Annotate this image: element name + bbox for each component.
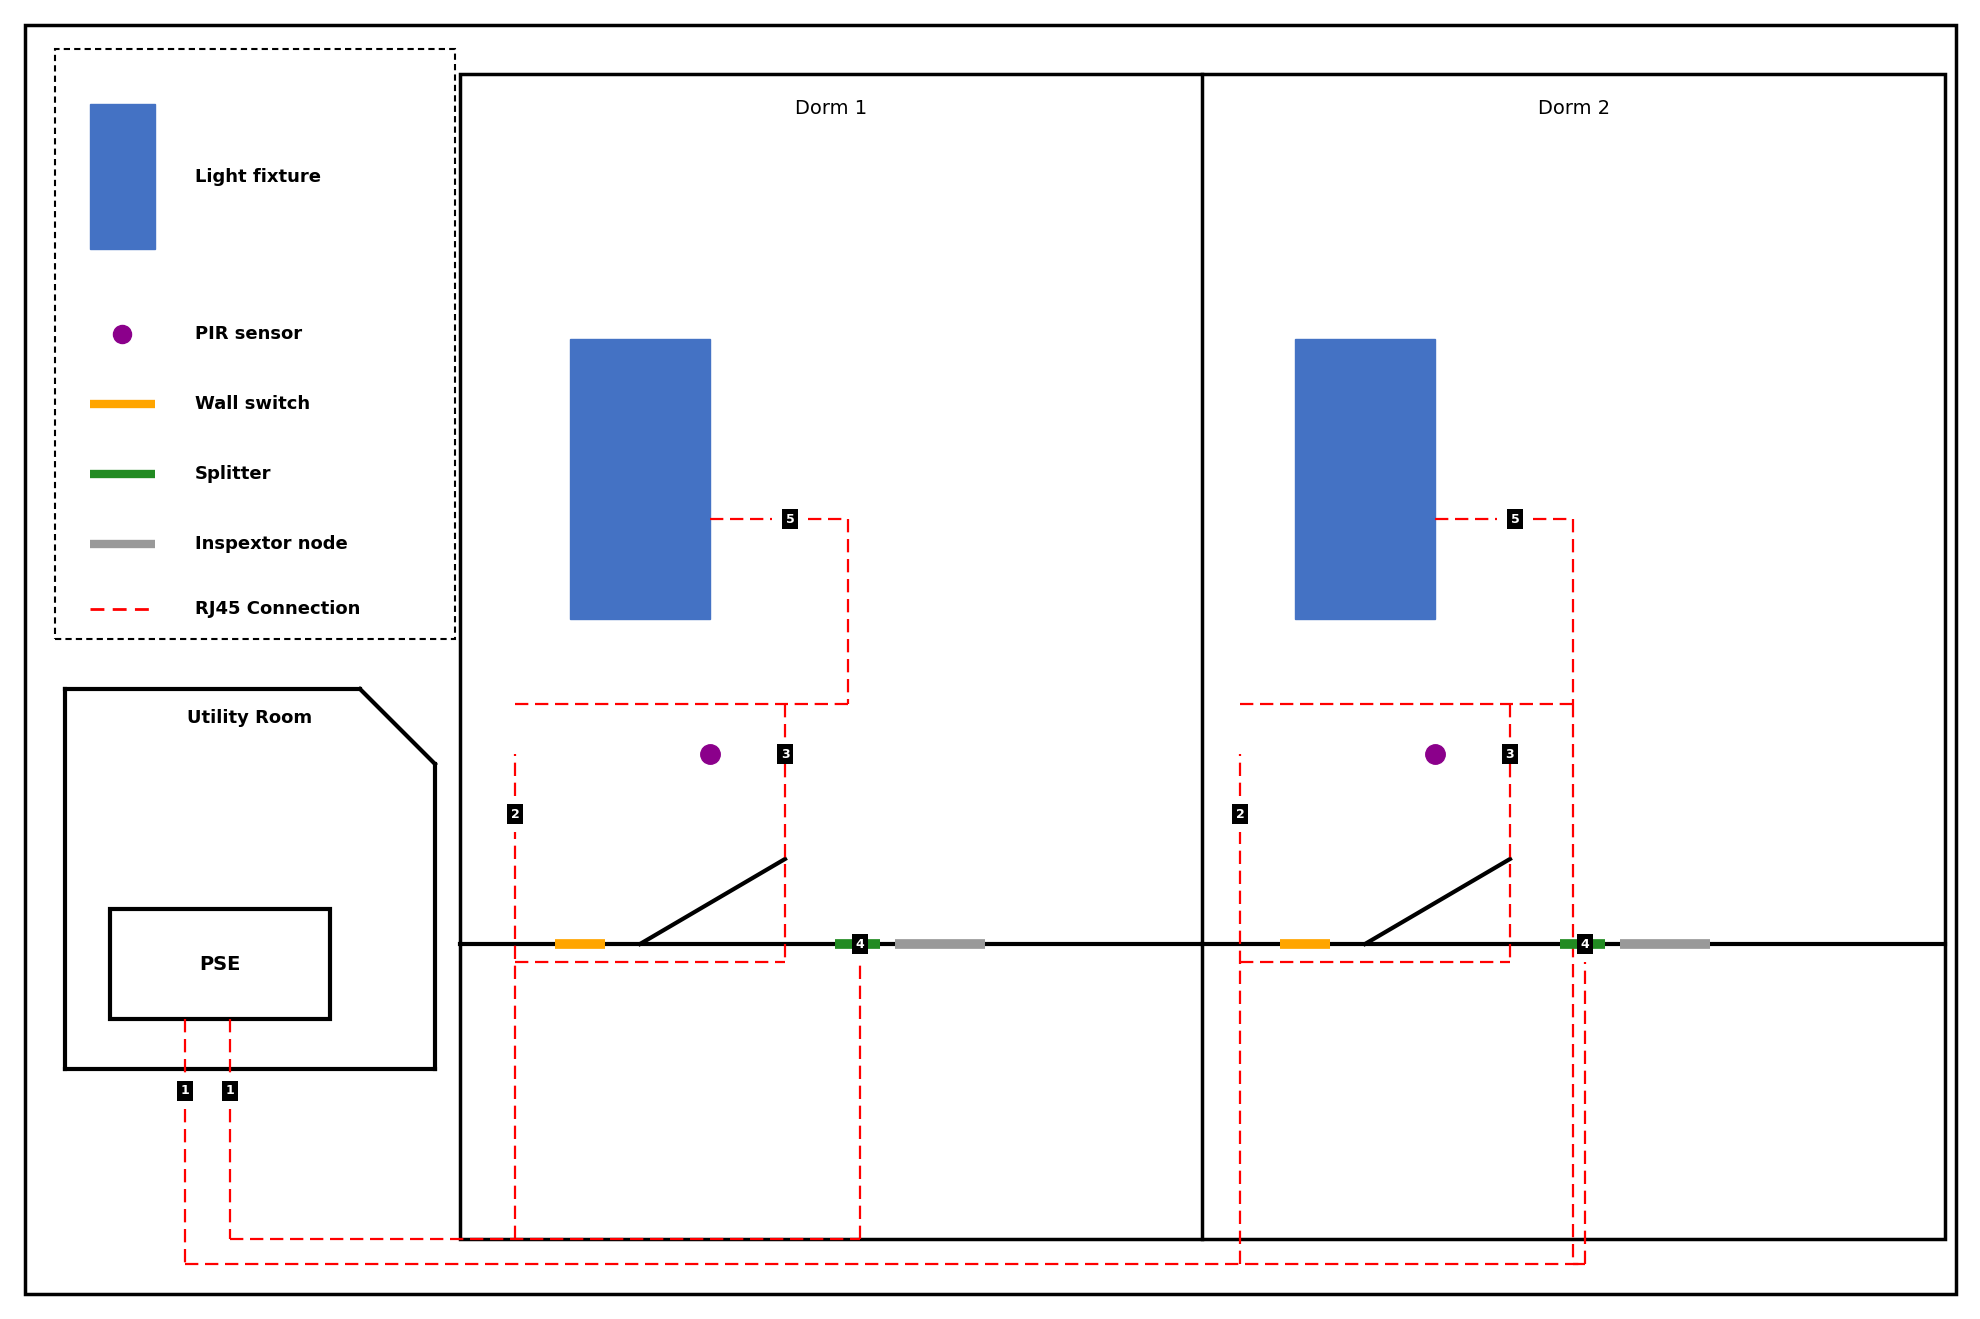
Text: PIR sensor: PIR sensor [194,324,303,343]
Bar [1295,339,1434,619]
Text: Dorm 2: Dorm 2 [1536,99,1610,117]
Bar [89,104,154,249]
Text: Utility Room: Utility Room [188,710,313,727]
Text: Dorm 1: Dorm 1 [794,99,867,117]
Text: 2: 2 [511,807,519,820]
Text: 5: 5 [786,513,794,525]
Text: PSE: PSE [200,955,240,973]
Text: RJ45 Connection: RJ45 Connection [194,600,360,619]
Bar [111,909,331,1020]
Text: 1: 1 [180,1084,190,1097]
Text: 5: 5 [1511,513,1519,525]
Text: Light fixture: Light fixture [194,168,321,186]
Text: 1: 1 [226,1084,234,1097]
Bar [55,49,455,638]
Text: 4: 4 [1580,938,1588,951]
Text: Inspextor node: Inspextor node [194,536,348,553]
Text: Splitter: Splitter [194,466,271,483]
Text: 2: 2 [1236,807,1243,820]
Text: 3: 3 [780,748,788,761]
Bar [459,74,1944,1239]
Text: 3: 3 [1505,748,1513,761]
Text: 4: 4 [855,938,863,951]
Bar [570,339,709,619]
Text: Wall switch: Wall switch [194,394,311,413]
